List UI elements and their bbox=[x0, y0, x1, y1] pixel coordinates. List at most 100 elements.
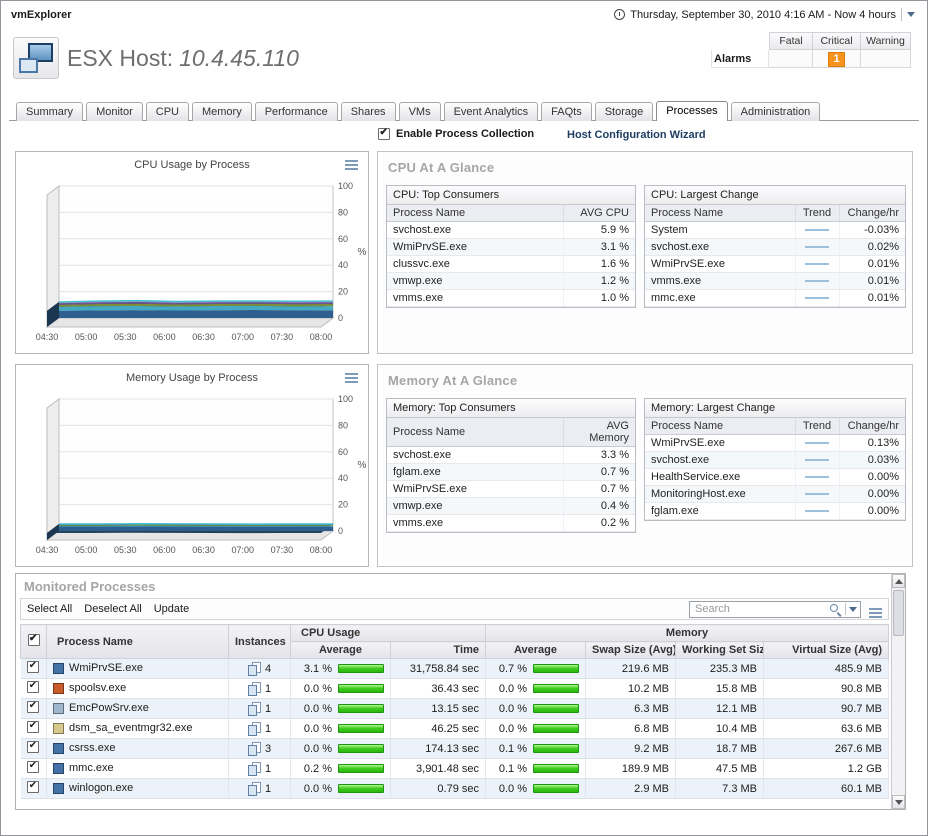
column-header-process-name[interactable]: Process Name bbox=[46, 624, 229, 659]
search-box[interactable] bbox=[689, 600, 861, 618]
tab-summary[interactable]: Summary bbox=[16, 102, 84, 121]
chart-customizer-icon[interactable] bbox=[345, 373, 358, 375]
process-name[interactable]: dsm_sa_eventmgr32.exe bbox=[69, 722, 193, 735]
row-checkbox[interactable] bbox=[27, 680, 40, 693]
tab-monitor[interactable]: Monitor bbox=[86, 102, 143, 121]
column-header-instances[interactable]: Instances bbox=[228, 624, 291, 659]
chevron-down-icon[interactable] bbox=[907, 12, 915, 17]
tab-faqts[interactable]: FAQts bbox=[541, 102, 592, 121]
process-name[interactable]: winlogon.exe bbox=[69, 782, 134, 795]
column-header-virtual-size[interactable]: Virtual Size (Avg) bbox=[763, 641, 889, 659]
svg-text:20: 20 bbox=[338, 500, 348, 510]
column-header[interactable]: Change/hr bbox=[839, 205, 905, 222]
select-all-checkbox[interactable] bbox=[27, 633, 40, 646]
process-row[interactable]: WmiPrvSE.exe 4 3.1 % 31,758.84 sec 0.7 % 219.… bbox=[20, 658, 889, 679]
update-link[interactable]: Update bbox=[153, 603, 190, 615]
enable-process-collection[interactable]: Enable Process Collection bbox=[378, 127, 534, 140]
process-name[interactable]: vmms.exe bbox=[387, 514, 564, 532]
process-row[interactable]: EmcPowSrv.exe 1 0.0 % 13.15 sec 0.0 % 6.3 MB1… bbox=[20, 698, 889, 719]
select-all-link[interactable]: Select All bbox=[27, 603, 73, 615]
process-name[interactable]: vmms.exe bbox=[387, 289, 564, 307]
column-header[interactable]: Trend bbox=[795, 418, 840, 435]
process-name[interactable]: spoolsv.exe bbox=[69, 682, 127, 695]
process-name[interactable]: vmms.exe bbox=[645, 272, 796, 290]
tab-memory[interactable]: Memory bbox=[191, 102, 252, 121]
search-input[interactable] bbox=[695, 603, 829, 615]
chart-customizer-icon[interactable] bbox=[345, 160, 358, 162]
process-row[interactable]: csrss.exe 3 0.0 % 174.13 sec 0.1 % 9.2 MB18.7… bbox=[20, 738, 889, 759]
process-name[interactable]: WmiPrvSE.exe bbox=[387, 238, 564, 256]
process-name[interactable]: WmiPrvSE.exe bbox=[645, 255, 796, 273]
column-header-cpu-average[interactable]: Average bbox=[290, 641, 391, 659]
critical-count-badge[interactable]: 1 bbox=[828, 52, 845, 67]
process-name[interactable]: svchost.exe bbox=[387, 221, 564, 239]
process-name[interactable]: vmwp.exe bbox=[387, 272, 564, 290]
search-options-icon[interactable] bbox=[849, 606, 857, 612]
deselect-all-link[interactable]: Deselect All bbox=[84, 603, 142, 615]
row-checkbox[interactable] bbox=[27, 720, 40, 733]
value-cell: -0.03% bbox=[839, 221, 905, 239]
process-name[interactable]: MonitoringHost.exe bbox=[645, 485, 796, 503]
time-range-control[interactable]: Thursday, September 30, 2010 4:16 AM - N… bbox=[614, 8, 915, 21]
column-header-working-set-size[interactable]: Working Set Size bbox=[675, 641, 765, 659]
column-header-time[interactable]: Time bbox=[389, 641, 487, 659]
process-row[interactable]: spoolsv.exe 1 0.0 % 36.43 sec 0.0 % 10.2 MB15… bbox=[20, 678, 889, 699]
scroll-up-button[interactable] bbox=[892, 574, 905, 588]
alarm-count-critical[interactable]: 1 bbox=[813, 50, 861, 68]
search-icon[interactable] bbox=[829, 603, 842, 616]
tab-processes[interactable]: Processes bbox=[656, 101, 728, 121]
row-checkbox[interactable] bbox=[27, 740, 40, 753]
value-cell: 0.2 % bbox=[563, 514, 635, 532]
tab-event-analytics[interactable]: Event Analytics bbox=[443, 102, 539, 121]
column-header[interactable]: AVG Memory bbox=[563, 418, 635, 447]
row-checkbox[interactable] bbox=[27, 700, 40, 713]
process-row[interactable]: winlogon.exe 1 0.0 % 0.79 sec 0.0 % 2.9 MB7.3… bbox=[20, 778, 889, 799]
table-customizer-icon[interactable] bbox=[869, 608, 882, 610]
process-name[interactable]: WmiPrvSE.exe bbox=[645, 434, 796, 452]
vertical-scrollbar[interactable] bbox=[891, 574, 905, 809]
row-checkbox[interactable] bbox=[27, 660, 40, 673]
scrollbar-thumb[interactable] bbox=[893, 590, 904, 636]
process-name[interactable]: HealthService.exe bbox=[645, 468, 796, 486]
tab-shares[interactable]: Shares bbox=[340, 102, 396, 121]
tab-vms[interactable]: VMs bbox=[398, 102, 441, 121]
column-header-mem-average[interactable]: Average bbox=[485, 641, 587, 659]
scroll-down-button[interactable] bbox=[892, 795, 905, 809]
process-name[interactable]: WmiPrvSE.exe bbox=[69, 662, 143, 675]
column-header[interactable]: Process Name bbox=[387, 205, 564, 222]
column-header-swap-size[interactable]: Swap Size (Avg) bbox=[585, 641, 677, 659]
host-configuration-wizard-link[interactable]: Host Configuration Wizard bbox=[567, 129, 706, 141]
process-name[interactable]: System bbox=[645, 221, 796, 239]
process-row[interactable]: mmc.exe 1 0.2 % 3,901.48 sec 0.1 % 189.9 MB47… bbox=[20, 758, 889, 779]
column-header[interactable]: AVG CPU bbox=[563, 205, 635, 222]
process-name[interactable]: EmcPowSrv.exe bbox=[69, 702, 149, 715]
alarm-count-warning[interactable] bbox=[861, 50, 911, 68]
tab-storage[interactable]: Storage bbox=[594, 102, 654, 121]
row-checkbox[interactable] bbox=[27, 780, 40, 793]
usage-cell: 0.0 % bbox=[485, 678, 587, 699]
process-name[interactable]: mmc.exe bbox=[645, 289, 796, 307]
process-name[interactable]: svchost.exe bbox=[645, 238, 796, 256]
process-name[interactable]: mmc.exe bbox=[69, 762, 114, 775]
process-collection-checkbox[interactable] bbox=[378, 127, 390, 140]
process-name[interactable]: svchost.exe bbox=[387, 446, 564, 464]
process-name[interactable]: fglam.exe bbox=[645, 502, 796, 520]
column-header[interactable]: Process Name bbox=[645, 205, 796, 222]
process-name[interactable]: csrss.exe bbox=[69, 742, 116, 755]
process-name[interactable]: clussvc.exe bbox=[387, 255, 564, 273]
tab-administration[interactable]: Administration bbox=[730, 102, 821, 121]
process-name[interactable]: WmiPrvSE.exe bbox=[387, 480, 564, 498]
column-header[interactable]: Change/hr bbox=[839, 418, 905, 435]
alarm-count-fatal[interactable] bbox=[769, 50, 813, 68]
column-header[interactable]: Process Name bbox=[645, 418, 796, 435]
column-header[interactable]: Trend bbox=[795, 205, 840, 222]
column-header[interactable]: Process Name bbox=[387, 418, 564, 447]
process-name[interactable]: vmwp.exe bbox=[387, 497, 564, 515]
value-cell: 189.9 MB bbox=[585, 758, 677, 779]
tab-cpu[interactable]: CPU bbox=[145, 102, 189, 121]
process-row[interactable]: dsm_sa_eventmgr32.exe 1 0.0 % 46.25 sec 0.0 … bbox=[20, 718, 889, 739]
row-checkbox[interactable] bbox=[27, 760, 40, 773]
tab-performance[interactable]: Performance bbox=[254, 102, 338, 121]
process-name[interactable]: fglam.exe bbox=[387, 463, 564, 481]
process-name[interactable]: svchost.exe bbox=[645, 451, 796, 469]
